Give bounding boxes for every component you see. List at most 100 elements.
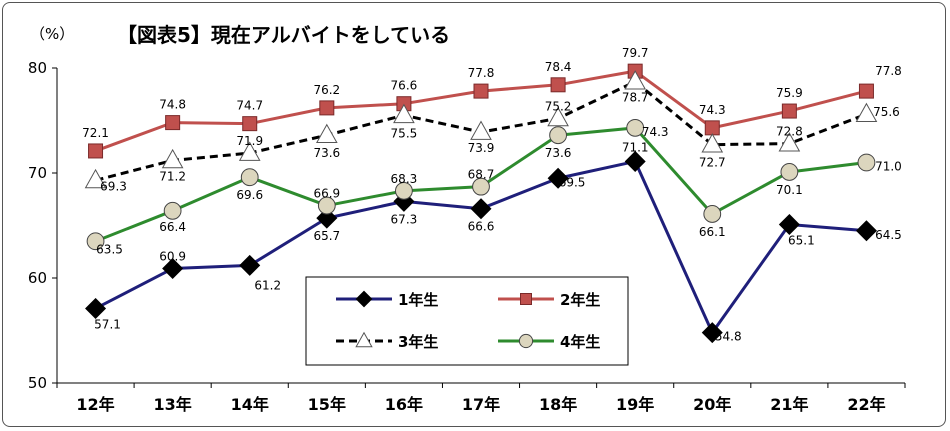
data-label-2nen: 72.1 [82,126,109,140]
legend-label-2nen: 2年生 [560,291,600,309]
data-point-3nen [855,102,878,123]
data-point-1nen [624,150,646,172]
data-label-2nen: 74.8 [159,98,186,112]
data-label-3nen: 75.2 [545,99,572,113]
data-label-4nen: 70.1 [776,183,803,197]
data-label-2nen: 75.9 [776,86,803,100]
data-label-1nen: 65.1 [788,233,815,247]
x-tick-label: 15年 [308,395,346,414]
data-point-4nen [472,177,490,196]
data-label-1nen: 69.5 [559,175,586,189]
legend-marker-1nen [355,290,373,308]
data-point-3nen [778,132,801,152]
data-point-4nen [703,205,722,223]
legend-marker-4nen [518,333,534,349]
data-point-4nen [240,168,259,187]
data-point-3nen [315,123,338,144]
y-tick-label: 50 [28,374,47,392]
data-point-4nen [626,118,645,137]
data-point-1nen [470,198,492,220]
legend-box [305,276,629,366]
data-label-1nen: 67.3 [391,212,418,226]
data-label-1nen: 64.5 [875,228,902,242]
data-label-4nen: 66.4 [159,220,186,234]
data-point-3nen [84,168,107,189]
data-point-4nen [86,232,105,251]
data-label-3nen: 69.3 [100,179,127,193]
data-label-1nen: 65.7 [313,229,340,243]
data-label-4nen: 71.0 [875,160,902,174]
data-label-2nen: 76.6 [391,79,418,93]
legend-label-3nen: 3年生 [398,333,438,351]
data-label-2nen: 74.7 [236,99,263,113]
data-point-1nen [316,207,338,229]
data-labels: 57.1 60.9 61.2 65.7 67.3 66.6 69.5 71.1 54.8 65.1… [82,46,902,343]
data-label-4nen: 66.1 [699,225,726,239]
data-label-4nen: 73.6 [545,146,572,160]
data-label-2nen: 77.8 [468,66,495,80]
data-label-3nen: 78.7 [622,91,649,105]
data-point-3nen [238,141,261,161]
data-point-1nen [778,213,800,235]
data-point-1nen [162,258,184,280]
data-label-1nen: 71.1 [622,140,649,154]
legend-label-1nen: 1年生 [398,291,438,309]
data-point-2nen [704,120,720,136]
data-point-4nen [395,181,413,200]
data-label-1nen: 54.8 [715,330,742,344]
data-point-3nen [161,148,184,169]
legend-label-4nen: 4年生 [560,333,600,351]
data-point-2nen [858,83,874,99]
data-point-3nen [470,120,492,140]
data-point-3nen [547,106,569,127]
data-point-2nen [473,83,489,99]
data-point-2nen [781,103,797,119]
data-label-3nen: 71.9 [236,134,263,148]
data-point-4nen [317,196,336,215]
x-tick-label: 18年 [539,395,577,414]
data-point-2nen [550,77,566,93]
data-point-3nen [393,103,415,124]
data-point-1nen [393,190,415,212]
x-tick-label: 14年 [231,395,269,414]
data-point-1nen [855,220,877,242]
data-point-4nen [780,163,799,181]
data-point-4nen [549,126,567,145]
y-unit-label: （%） [30,25,74,43]
x-tick-label: 20年 [693,395,731,414]
data-label-3nen: 71.2 [159,169,186,183]
data-point-2nen [242,116,258,132]
x-tick-label: 21年 [770,395,808,414]
data-label-4nen: 74.3 [642,125,669,139]
data-label-2nen: 78.4 [545,60,572,74]
data-label-1nen: 61.2 [254,278,281,292]
legend-marker-3nen [355,331,373,348]
y-tick-label: 80 [28,59,47,77]
y-tick-label: 70 [28,164,47,182]
data-point-3nen [624,70,647,90]
data-label-1nen: 66.6 [468,220,495,234]
data-label-4nen: 66.9 [313,187,340,201]
data-point-1nen [701,322,723,344]
data-label-2nen: 79.7 [622,46,649,60]
x-tick-label: 22年 [847,395,885,414]
data-label-3nen: 72.8 [776,125,803,139]
data-label-4nen: 68.7 [468,168,495,182]
x-tick-label: 13年 [153,395,191,414]
data-label-3nen: 73.6 [313,146,340,160]
data-point-3nen [701,133,724,153]
legend-marker-2nen [520,293,532,305]
data-point-1nen [547,167,569,189]
data-point-4nen [163,201,182,220]
legend: 1年生 2年生 3年生 4年生 [305,276,629,366]
data-point-4nen [857,153,876,172]
x-tick-label: 12年 [76,395,114,414]
series-markers [84,63,878,344]
chart-title: 【図表5】現在アルバイトをしている [117,23,450,47]
data-label-3nen: 75.6 [873,105,900,119]
axes: 50 60 70 80 12年 13年 14年 15年 16年 17年 18年 19年 20年 21年 22… [28,59,906,414]
data-label-3nen: 75.5 [391,126,418,140]
data-label-2nen: 76.2 [313,83,340,97]
data-label-3nen: 73.9 [468,141,495,155]
